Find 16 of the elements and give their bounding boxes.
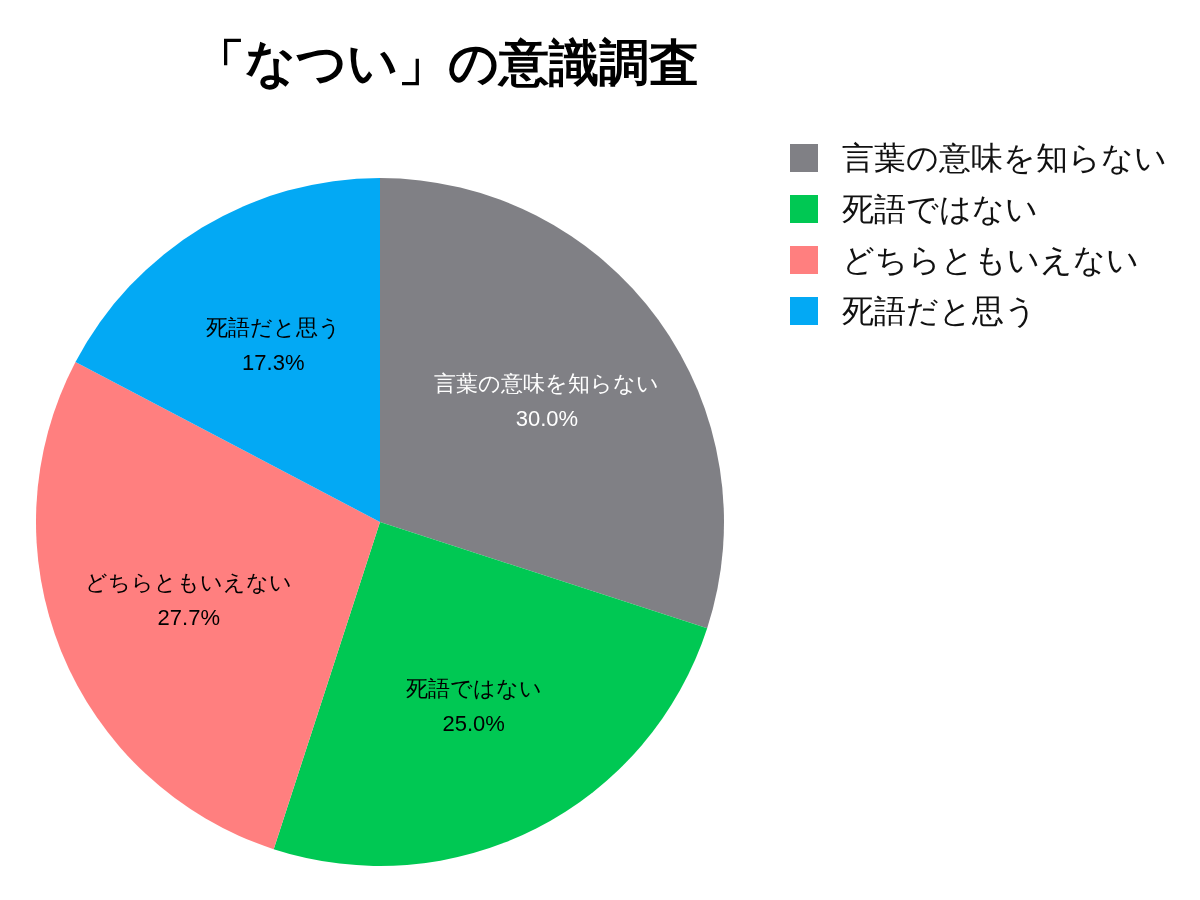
legend-label: 死語ではない — [842, 191, 1038, 227]
pie-slice — [75, 178, 380, 522]
slice-label: どちらともいえない — [85, 569, 293, 595]
data-label: 27.7% — [157, 604, 221, 630]
slice-label: 死語ではない — [405, 675, 542, 701]
pie-slice — [380, 178, 724, 629]
data-label: 25.0% — [442, 710, 505, 736]
legend-label: どちらともいえない — [842, 242, 1139, 278]
slice-label: 死語だと思う — [205, 315, 341, 341]
pie-slice — [273, 522, 708, 866]
data-label: 17.3% — [242, 350, 305, 376]
chart-title: 「なつい」の意識調査 — [195, 35, 699, 91]
data-label: 30.0% — [515, 405, 579, 431]
slice-label: 言葉の意味を知らない — [434, 370, 660, 396]
legend-label: 死語だと思う — [842, 293, 1037, 329]
legend-label: 言葉の意味を知らない — [842, 140, 1167, 176]
